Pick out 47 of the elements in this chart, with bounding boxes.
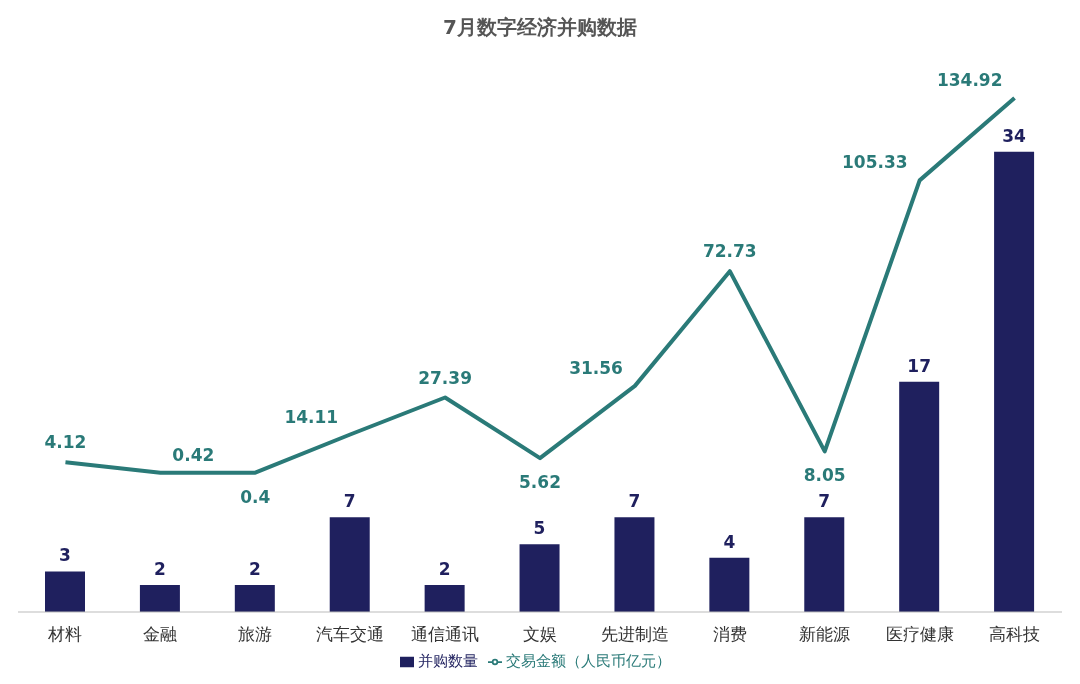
data-label: 8.05 bbox=[803, 465, 846, 486]
x-tick-label: 旅游 bbox=[238, 624, 273, 645]
data-label: 2 bbox=[438, 558, 451, 579]
bar bbox=[329, 517, 370, 612]
legend-label: 并购数量 bbox=[417, 652, 478, 670]
x-tick-label: 金融 bbox=[143, 624, 178, 645]
x-tick-label: 材料 bbox=[47, 624, 83, 645]
bar bbox=[899, 381, 940, 612]
data-label: 2 bbox=[153, 558, 166, 579]
x-tick-label: 医疗健康 bbox=[885, 624, 954, 645]
data-label: 105.33 bbox=[842, 152, 908, 173]
x-tick-label: 文娱 bbox=[523, 624, 557, 645]
x-tick-label: 高科技 bbox=[989, 624, 1041, 645]
bar bbox=[614, 517, 655, 612]
bar bbox=[45, 571, 85, 612]
data-label: 4 bbox=[723, 531, 736, 552]
data-label: 7 bbox=[818, 491, 831, 512]
chart-title: 7月数字经济并购数据 bbox=[442, 14, 638, 41]
x-tick-label: 消费 bbox=[712, 624, 747, 645]
data-label: 0.42 bbox=[172, 444, 215, 465]
x-tick-label: 新能源 bbox=[799, 624, 851, 645]
x-tick-label: 汽车交通 bbox=[316, 624, 385, 645]
bar bbox=[139, 584, 180, 612]
data-label: 5.62 bbox=[519, 472, 561, 493]
bar bbox=[234, 584, 275, 612]
data-label: 7 bbox=[628, 491, 641, 512]
data-label: 3 bbox=[59, 545, 71, 566]
data-label: 5 bbox=[533, 518, 546, 539]
data-label: 31.56 bbox=[569, 357, 623, 378]
data-label: 2 bbox=[248, 558, 261, 579]
data-label: 0.4 bbox=[240, 486, 271, 507]
data-label: 14.11 bbox=[284, 406, 339, 427]
data-label: 72.73 bbox=[702, 241, 757, 262]
x-tick-label: 先进制造 bbox=[600, 624, 669, 645]
data-label: 7 bbox=[343, 491, 356, 512]
bar bbox=[424, 584, 465, 612]
data-label: 4.12 bbox=[44, 432, 87, 453]
bar bbox=[994, 151, 1035, 612]
bar bbox=[804, 517, 845, 612]
data-label: 27.39 bbox=[418, 367, 472, 388]
x-tick-label: 通信通讯 bbox=[411, 624, 480, 645]
data-label: 34 bbox=[1002, 125, 1027, 146]
bar bbox=[709, 557, 750, 612]
data-label: 134.92 bbox=[936, 69, 1003, 90]
bar bbox=[519, 544, 560, 612]
legend-label: 交易金额（人民币亿元） bbox=[505, 652, 671, 670]
data-label: 17 bbox=[907, 355, 932, 376]
